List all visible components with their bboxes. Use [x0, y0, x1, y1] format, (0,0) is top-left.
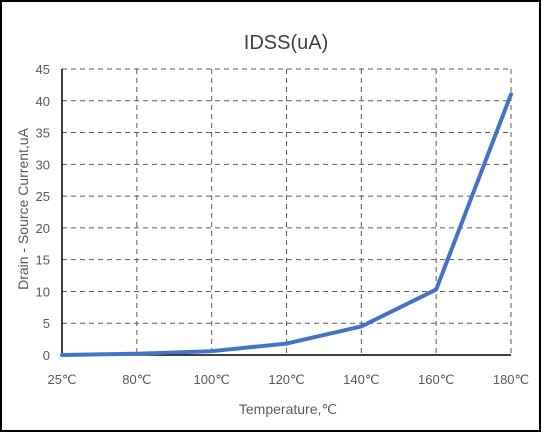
data-point: [359, 324, 363, 328]
x-tick-label: 80℃: [122, 372, 151, 387]
chart-grid: [62, 68, 512, 355]
x-tick-label: 140℃: [343, 372, 379, 387]
x-tick-label: 25℃: [47, 372, 76, 387]
data-point: [210, 349, 214, 353]
y-tick-label: 30: [36, 157, 50, 172]
y-tick-label: 25: [36, 189, 50, 204]
y-tick-label: 35: [36, 126, 50, 141]
x-tick-label: 100℃: [194, 372, 230, 387]
x-tick-label: 180℃: [493, 372, 529, 387]
y-tick-label: 0: [43, 348, 50, 363]
data-point: [135, 352, 139, 356]
y-tick-label: 45: [36, 62, 50, 77]
y-tick-label: 20: [36, 221, 50, 236]
data-point: [285, 342, 288, 346]
data-point: [60, 353, 64, 357]
y-tick-label: 40: [36, 94, 50, 109]
y-tick-label: 15: [36, 253, 50, 268]
y-axis-label: Drain - Source Current,uA: [15, 127, 31, 290]
x-tick-label: 160℃: [418, 372, 454, 387]
x-tick-label: 120℃: [268, 372, 304, 387]
x-axis-label: Temperature,℃: [239, 401, 337, 417]
chart-title: IDSS(uA): [244, 32, 328, 54]
data-point: [434, 288, 438, 292]
chart-series: [60, 92, 513, 357]
x-tick-labels: 25℃ 80℃ 100℃ 120℃ 140℃ 160℃ 180℃: [47, 372, 529, 387]
y-tick-label: 10: [36, 284, 50, 299]
data-point: [509, 92, 513, 96]
y-tick-labels: 0 5 10 15 20 25 30 35 40 45: [36, 62, 50, 363]
y-tick-label: 5: [43, 316, 50, 331]
